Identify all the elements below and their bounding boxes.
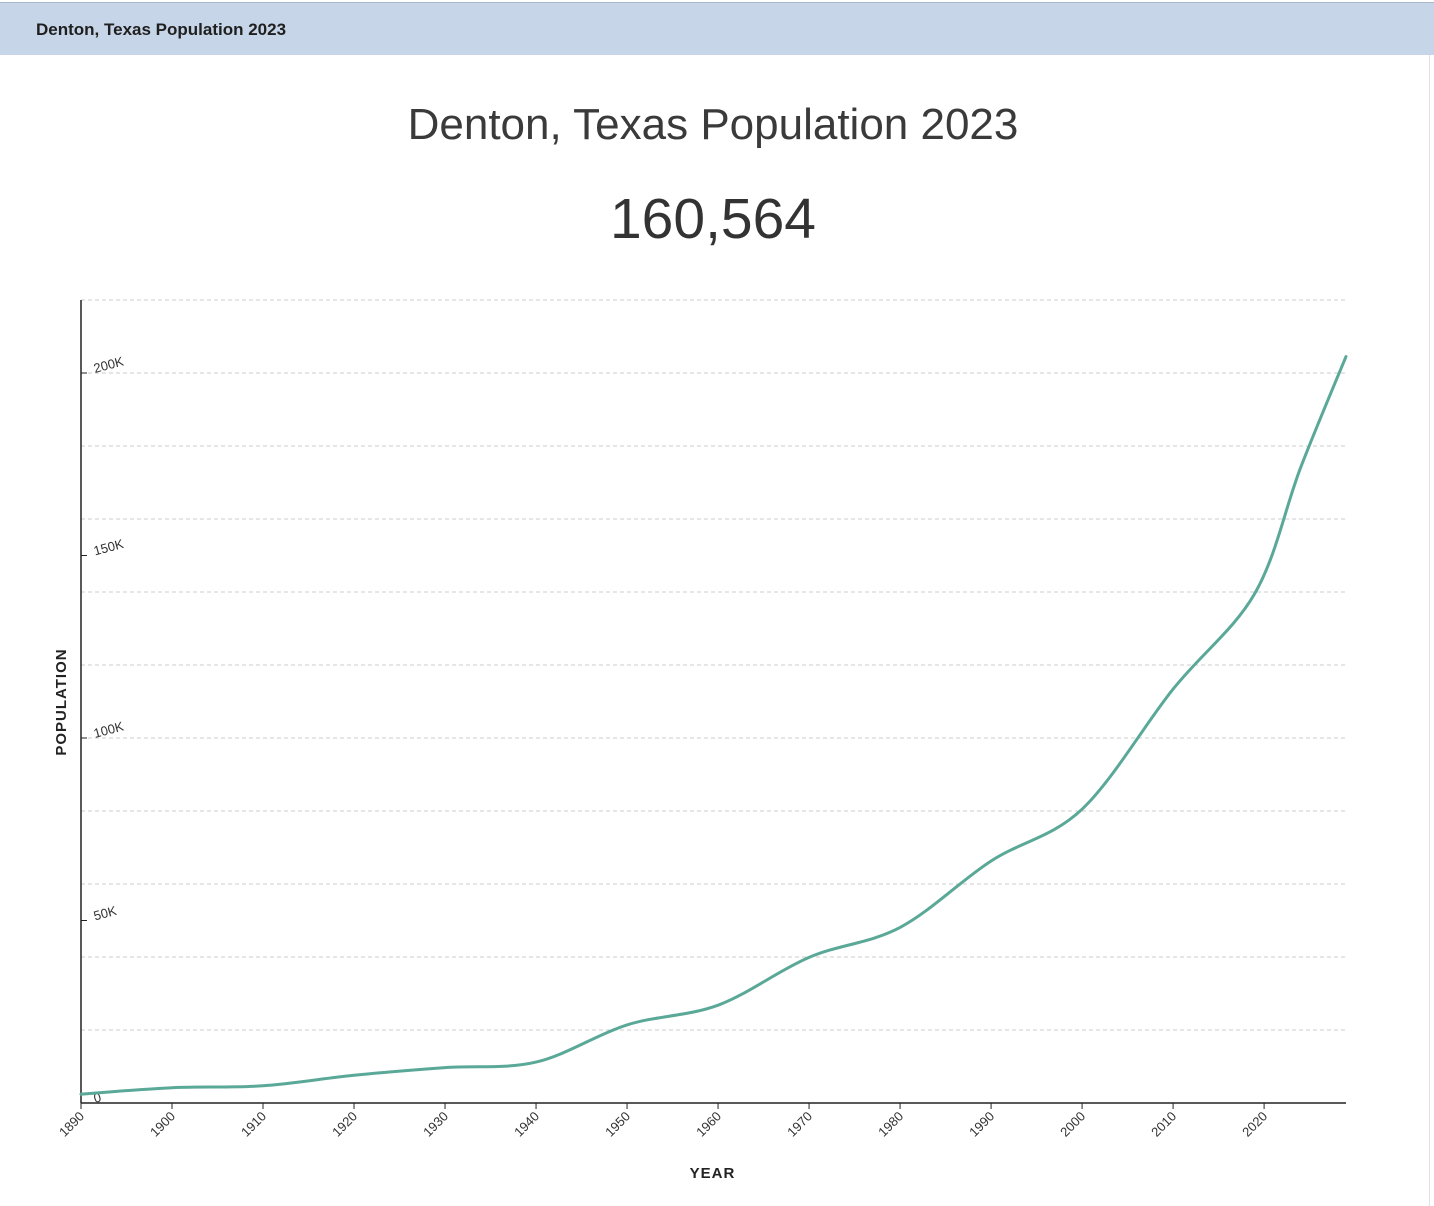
population-line [79, 355, 1348, 1096]
x-tick-label: 1960 [693, 1109, 724, 1140]
page-border [1429, 55, 1430, 1206]
tab-bar: Denton, Texas Population 2023 [0, 2, 1434, 55]
x-tick-label: 1920 [329, 1109, 360, 1140]
y-tick-label: 200K [92, 353, 126, 375]
series-layer [79, 355, 1348, 1096]
x-tick-label: 2010 [1148, 1109, 1179, 1140]
axes [80, 300, 1346, 1109]
x-tick-label: 1940 [511, 1109, 542, 1140]
grid-lines [81, 299, 1346, 1031]
x-tick-label: 1950 [602, 1109, 633, 1140]
y-tick-label: 150K [92, 536, 126, 558]
x-tick-label: 1910 [238, 1109, 269, 1140]
population-value: 160,564 [609, 187, 817, 251]
tab-title: Denton, Texas Population 2023 [36, 20, 287, 39]
x-tick-label: 1890 [56, 1109, 87, 1140]
y-tick-label: 0 [92, 1090, 103, 1106]
x-tick-label: 1930 [420, 1109, 451, 1140]
x-tick-label: 1980 [875, 1109, 906, 1140]
x-tick-label: 1900 [147, 1109, 178, 1140]
y-axis-label: POPULATION [53, 648, 70, 755]
x-tick-label: 2020 [1239, 1109, 1270, 1140]
x-axis-label: YEAR [690, 1165, 736, 1182]
page-title: Denton, Texas Population 2023 [407, 100, 1019, 149]
tick-labels: 0 50K 100K 150K 200K 1890 1900 1910 1920 1930 1940… [56, 353, 1270, 1139]
x-tick-label: 2000 [1057, 1109, 1088, 1140]
x-tick-label: 1970 [784, 1109, 815, 1140]
x-tick-label: 1990 [966, 1109, 997, 1140]
y-tick-label: 50K [92, 903, 119, 924]
y-tick-label: 100K [92, 718, 126, 740]
